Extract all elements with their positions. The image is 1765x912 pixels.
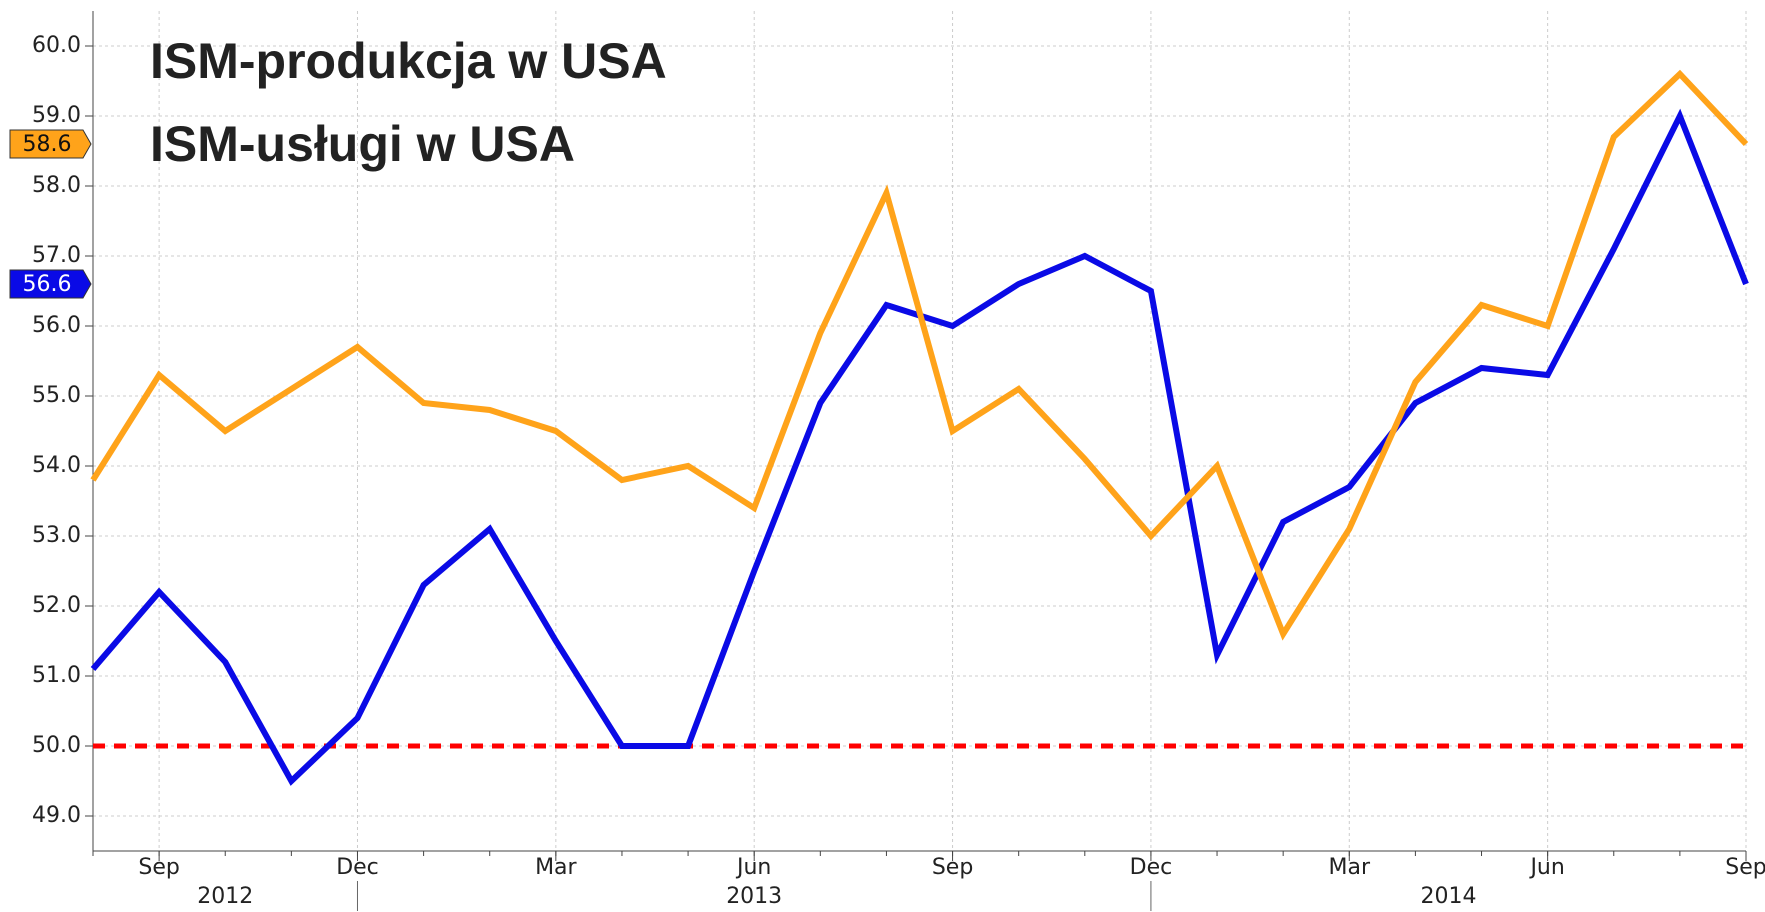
- legend-entry: ISM-usługi w USA: [150, 116, 575, 172]
- y-tick-label: 51.0: [32, 663, 81, 688]
- series-line: [90, 108, 1749, 786]
- y-tick-label: 50.0: [32, 733, 81, 758]
- last-value-label: 58.6: [23, 132, 72, 157]
- last-value-tag: [9, 129, 92, 159]
- x-tick-label: Mar: [1329, 855, 1371, 880]
- y-tick-label: 56.0: [32, 313, 81, 338]
- x-tick-label: Jun: [735, 855, 771, 880]
- last-value-tag: [9, 269, 92, 299]
- y-tick-label: 54.0: [32, 453, 81, 478]
- y-tick-label: 57.0: [32, 243, 81, 268]
- x-tick-label: Mar: [535, 855, 577, 880]
- y-tick-label: 60.0: [32, 33, 81, 58]
- year-label: 2013: [726, 884, 782, 909]
- y-tick-label: 55.0: [32, 383, 81, 408]
- year-label: 2012: [197, 884, 253, 909]
- x-tick-label: Sep: [138, 855, 179, 880]
- y-tick-label: 52.0: [32, 593, 81, 618]
- plot: 49.0 50.0 51.0 52.0 53.0 54.0 55.0 56.0 57.0 58.0…: [9, 11, 1765, 911]
- x-tick-label: Jun: [1528, 855, 1564, 880]
- legend-entry: ISM-produkcja w USA: [150, 33, 667, 89]
- last-value-label: 56.6: [23, 272, 72, 297]
- y-tick-label: 49.0: [32, 803, 81, 828]
- y-tick-label: 58.0: [32, 173, 81, 198]
- series-line: [90, 69, 1749, 641]
- year-label: 2014: [1420, 884, 1476, 909]
- y-tick-label: 53.0: [32, 523, 81, 548]
- x-tick-label: Dec: [1130, 855, 1173, 880]
- x-tick-label: Dec: [336, 855, 379, 880]
- y-tick-label: 59.0: [32, 103, 81, 128]
- x-tick-label: Sep: [1725, 855, 1765, 880]
- x-tick-label: Sep: [932, 855, 973, 880]
